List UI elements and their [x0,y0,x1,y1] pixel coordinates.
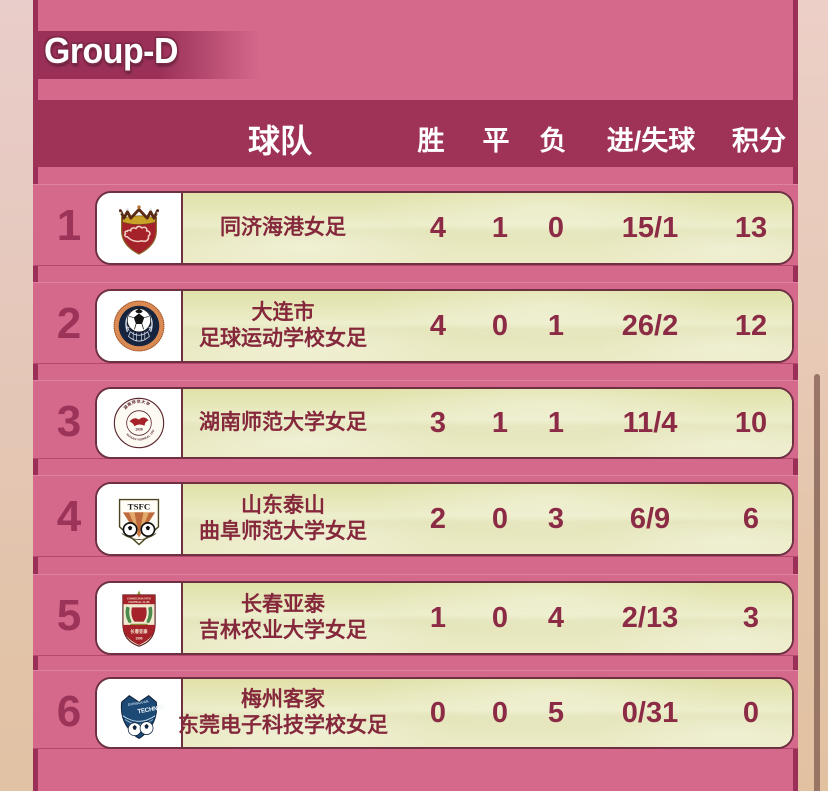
svg-text:长春亚泰: 长春亚泰 [130,628,148,635]
svg-text:TSFC: TSFC [128,502,151,512]
svg-text:1996: 1996 [135,636,142,640]
svg-text:1936: 1936 [135,427,143,431]
svg-text:CHANGCHUN YATAI: CHANGCHUN YATAI [127,598,151,601]
svg-text:FOOTBALL CLUB: FOOTBALL CLUB [129,601,150,604]
